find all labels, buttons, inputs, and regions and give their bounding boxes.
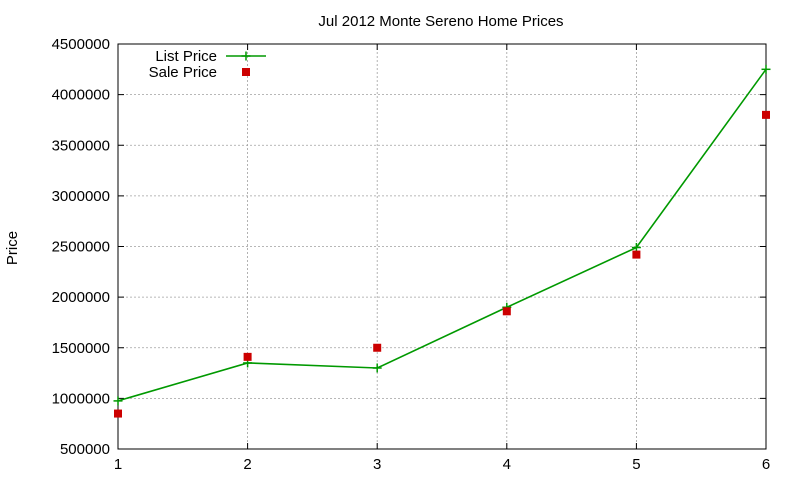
list-price-point	[631, 243, 641, 253]
y-tick-label: 500000	[60, 441, 110, 458]
series-layer	[113, 64, 771, 418]
y-tick-label: 4000000	[52, 87, 110, 104]
sale-price-point	[114, 409, 122, 418]
list-price-point	[113, 396, 123, 406]
tick-layer: 500000 1000000 1500000 2000000 2500000 300000…	[52, 36, 771, 473]
x-tick-label: 6	[762, 456, 770, 473]
list-price-point	[372, 363, 382, 373]
y-tick-label: 3000000	[52, 188, 110, 205]
sale-price-point	[243, 352, 252, 361]
sale-price-point	[373, 343, 382, 352]
y-tick-label: 1000000	[52, 390, 110, 407]
y-tick-label: 2500000	[52, 239, 110, 256]
sale-price-point	[762, 110, 770, 119]
x-tick-label: 1	[114, 456, 122, 473]
y-tick-label: 1500000	[52, 340, 110, 357]
list-price-line	[117, 68, 767, 402]
x-tick-label: 2	[243, 456, 251, 473]
list-price-point	[761, 64, 771, 74]
legend-marker-sale-price	[242, 68, 250, 76]
sale-price-point	[502, 307, 511, 316]
y-axis-title: Price	[4, 231, 21, 265]
x-tick-label: 3	[373, 456, 381, 473]
legend-label-sale-price: Sale Price	[149, 64, 217, 81]
chart-title: Jul 2012 Monte Sereno Home Prices	[318, 13, 563, 30]
x-tick-label: 5	[632, 456, 640, 473]
grid-layer	[118, 44, 766, 449]
y-tick-label: 2000000	[52, 289, 110, 306]
legend-marker-list-price	[241, 51, 251, 61]
y-tick-label: 4500000	[52, 36, 110, 53]
x-tick-label: 4	[503, 456, 511, 473]
legend-label-list-price: List Price	[155, 48, 217, 65]
y-tick-label: 3500000	[52, 137, 110, 154]
sale-price-point	[632, 250, 641, 259]
